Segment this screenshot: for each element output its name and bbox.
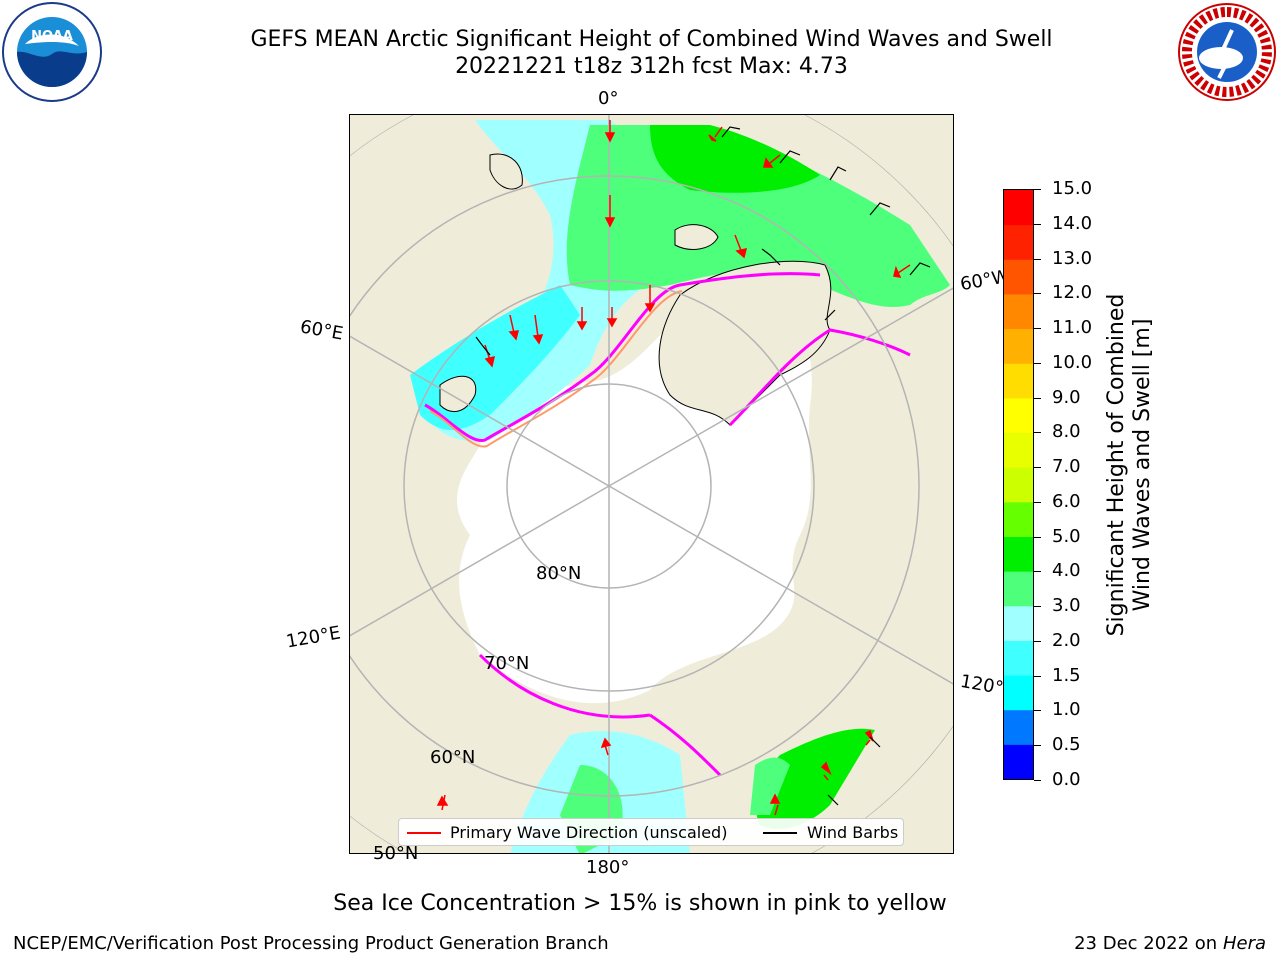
wave-direction-arrows	[436, 120, 911, 816]
colorbar-tick-mark	[1034, 467, 1041, 469]
map-title: GEFS MEAN Arctic Significant Height of C…	[250, 27, 1053, 52]
colorbar-tick-mark	[1034, 501, 1041, 503]
map-subtitle: 20221221 t18z 312h fcst Max: 4.73	[455, 54, 848, 79]
graticule	[350, 115, 953, 853]
footer-date: 23 Dec 2022 on Hera	[1074, 933, 1266, 954]
colorbar-tick-label: 3.0	[1052, 595, 1081, 617]
colorbar-tick-mark	[1034, 536, 1041, 538]
meridian-label-120e: 120°E	[284, 622, 343, 653]
colorbar-tick-mark	[1034, 710, 1041, 712]
colorbar-band	[1004, 328, 1033, 364]
novaya-zemlya	[439, 375, 477, 413]
svalbard	[489, 153, 523, 190]
noaa-logo: NOAA	[1, 2, 103, 102]
label-80n: 80°N	[536, 563, 581, 584]
colorbar-band	[1004, 363, 1033, 399]
footer-date-text: 23 Dec 2022 on	[1074, 933, 1218, 954]
npacific-waves-green	[756, 728, 875, 829]
colorbar-tick-label: 0.5	[1052, 734, 1081, 756]
meridian-label-0: 0°	[598, 88, 619, 109]
colorbar-tick-label: 1.0	[1052, 699, 1081, 721]
colorbar-tick-label: 12.0	[1052, 282, 1093, 304]
colorbar-tick-mark	[1034, 397, 1041, 399]
colorbar-tick-label: 9.0	[1052, 386, 1081, 408]
colorbar-tick-label: 13.0	[1052, 247, 1093, 269]
legend-wind-barbs-swatch	[763, 832, 797, 834]
colorbar-band	[1004, 571, 1033, 607]
label-70n: 70°N	[484, 653, 529, 674]
colorbar-tick-label: 7.0	[1052, 456, 1081, 478]
sea-ice-edge-outer	[429, 290, 683, 448]
colorbar-band	[1004, 397, 1033, 434]
colorbar-tick-label: 14.0	[1052, 212, 1093, 234]
map-legend: Primary Wave Direction (unscaled) Wind B…	[398, 818, 904, 846]
colorbar-band	[1004, 709, 1033, 745]
colorbar-band	[1004, 224, 1033, 260]
colorbar	[1003, 189, 1034, 780]
atlantic-waves-green	[566, 125, 950, 308]
colorbar-band	[1004, 640, 1033, 676]
colorbar-tick-label: 5.0	[1052, 525, 1081, 547]
meridian-label-60e: 60°E	[298, 316, 345, 345]
label-60n: 60°N	[430, 747, 475, 768]
footer-machine: Hera	[1222, 933, 1266, 954]
colorbar-tick-label: 0.0	[1052, 769, 1081, 790]
colorbar-tick-label: 10.0	[1052, 351, 1093, 373]
colorbar-band	[1004, 501, 1033, 537]
colorbar-tick-mark	[1034, 606, 1041, 608]
svg-text:NOAA: NOAA	[31, 29, 73, 44]
legend-wave-direction-swatch	[407, 832, 441, 834]
sea-ice-edge	[424, 272, 911, 777]
colorbar-band	[1004, 432, 1033, 468]
colorbar-tick-label: 6.0	[1052, 490, 1081, 512]
colorbar-tick-mark	[1034, 362, 1041, 364]
nws-logo	[1177, 2, 1277, 102]
npacific-waves-light	[750, 757, 790, 815]
colorbar-tick-mark	[1034, 745, 1041, 747]
colorbar-band	[1004, 293, 1033, 330]
colorbar-tick-mark	[1034, 640, 1041, 642]
colorbar-label-line1: Significant Height of Combined	[1104, 293, 1129, 637]
legend-wave-direction-label: Primary Wave Direction (unscaled)	[450, 823, 728, 842]
colorbar-tick-label: 11.0	[1052, 317, 1093, 339]
colorbar-band	[1004, 259, 1033, 295]
legend-wind-barbs-label: Wind Barbs	[807, 823, 899, 842]
colorbar-band	[1004, 467, 1033, 503]
colorbar-tick-mark	[1034, 780, 1041, 781]
colorbar-tick-mark	[1034, 189, 1041, 190]
colorbar-tick-mark	[1034, 328, 1041, 330]
colorbar-tick-mark	[1034, 571, 1041, 573]
polar-map: 80°N 70°N 60°N	[349, 114, 954, 854]
colorbar-tick-label: 8.0	[1052, 421, 1081, 443]
sea-ice-footnote: Sea Ice Concentration > 15% is shown in …	[333, 891, 947, 916]
colorbar-band	[1004, 675, 1033, 711]
meridian-label-180: 180°	[586, 857, 630, 878]
colorbar-tick-label: 15.0	[1052, 178, 1093, 199]
colorbar-band	[1004, 605, 1033, 641]
greenland	[658, 260, 832, 426]
colorbar-tick-mark	[1034, 258, 1041, 260]
colorbar-band	[1004, 536, 1033, 572]
colorbar-band	[1004, 190, 1033, 226]
colorbar-tick-mark	[1034, 432, 1041, 434]
colorbar-tick-label: 1.5	[1052, 664, 1081, 686]
colorbar-tick-mark	[1034, 223, 1041, 225]
wind-barbs	[475, 126, 931, 806]
colorbar-tick-mark	[1034, 293, 1041, 295]
colorbar-tick-mark	[1034, 675, 1041, 677]
atlantic-waves-darkgreen	[650, 125, 820, 193]
colorbar-tick-label: 2.0	[1052, 629, 1081, 651]
colorbar-label-line2: Wind Waves and Swell [m]	[1130, 318, 1155, 612]
colorbar-label: Significant Height of Combined Wind Wave…	[1104, 265, 1156, 665]
iceland	[674, 224, 719, 250]
colorbar-band	[1004, 744, 1033, 780]
label-50n: 50°N	[373, 843, 419, 864]
footer-credit: NCEP/EMC/Verification Post Processing Pr…	[13, 933, 609, 954]
colorbar-tick-label: 4.0	[1052, 560, 1081, 582]
